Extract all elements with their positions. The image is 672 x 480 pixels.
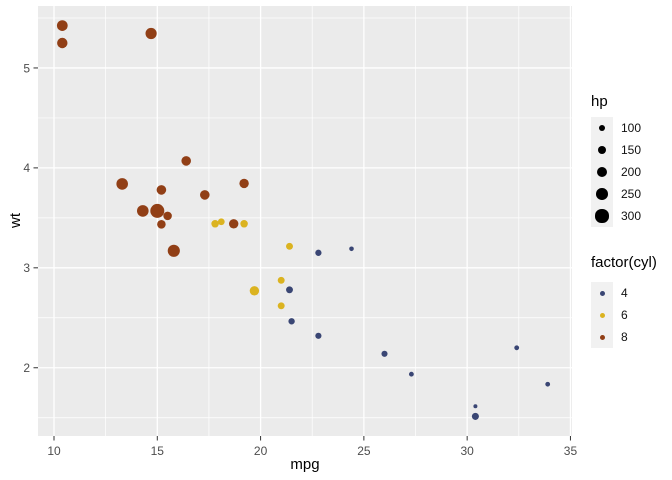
data-point <box>408 371 414 377</box>
data-point <box>249 286 260 296</box>
x-axis-title: mpg <box>290 456 320 473</box>
legend-key <box>591 304 613 326</box>
data-point <box>240 220 248 228</box>
color-legend-keys: 4 6 8 <box>591 282 657 348</box>
color-key-label: 8 <box>621 330 628 344</box>
y-tick-label: 2 <box>23 361 30 375</box>
data-point <box>381 350 388 357</box>
size-legend-title: hp <box>591 93 608 110</box>
y-tick-label: 4 <box>23 161 30 175</box>
data-point <box>181 156 191 166</box>
size-key-dot-icon <box>598 124 606 132</box>
color-legend-key-row: 8 <box>591 326 657 348</box>
data-point <box>473 404 478 409</box>
data-points <box>56 20 551 420</box>
color-legend: factor(cyl) 4 6 8 <box>591 254 657 348</box>
data-point <box>349 246 354 252</box>
y-axis-title: wt <box>7 213 24 228</box>
x-tick-label: 10 <box>47 444 61 458</box>
size-key-dot-icon <box>597 145 607 155</box>
data-point <box>56 20 68 31</box>
size-legend-key-row: 150 <box>591 139 657 161</box>
data-point <box>545 381 551 387</box>
color-key-label: 4 <box>621 286 628 300</box>
data-point <box>286 242 293 250</box>
data-point <box>136 205 149 217</box>
data-point <box>157 220 166 229</box>
x-axis-ticks <box>53 436 571 441</box>
data-point <box>211 220 219 228</box>
size-key-label: 200 <box>621 165 642 179</box>
data-point <box>156 185 167 195</box>
minor-gridlines <box>38 6 572 436</box>
legend-key <box>591 326 613 348</box>
data-point <box>286 286 293 294</box>
data-point <box>471 412 479 420</box>
color-key-dot-icon <box>599 334 605 340</box>
data-point <box>277 302 285 310</box>
color-key-dot-icon <box>599 312 605 318</box>
plot-panel <box>38 6 572 436</box>
data-point <box>288 318 295 325</box>
y-tick-label: 5 <box>23 61 30 75</box>
size-key-dot-icon <box>596 166 608 178</box>
size-key-dot-icon <box>596 188 608 200</box>
data-point <box>116 178 129 190</box>
x-tick-label: 30 <box>460 444 474 458</box>
data-point <box>150 203 165 218</box>
size-key-dot-icon <box>595 209 609 223</box>
legend-key <box>591 282 613 304</box>
size-legend-key-row: 300 <box>591 205 657 227</box>
x-tick-label: 15 <box>151 444 165 458</box>
legend-key <box>591 139 613 161</box>
data-point <box>514 345 520 351</box>
data-point <box>167 244 180 257</box>
size-legend-key-row: 100 <box>591 117 657 139</box>
size-key-label: 100 <box>621 121 642 135</box>
size-key-label: 250 <box>621 187 642 201</box>
size-key-label: 150 <box>621 143 642 157</box>
y-axis-ticks <box>33 67 38 369</box>
legend-key <box>591 117 613 139</box>
size-legend-keys: 100 150 200 250 300 <box>591 117 657 227</box>
legend-key <box>591 161 613 183</box>
color-key-label: 6 <box>621 308 628 322</box>
color-legend-key-row: 6 <box>591 304 657 326</box>
data-point <box>163 211 172 221</box>
data-point <box>57 37 68 49</box>
color-key-dot-icon <box>599 290 605 296</box>
data-point <box>239 178 249 189</box>
x-tick-label: 35 <box>564 444 578 458</box>
x-axis-tick-labels: 10 15 20 25 30 35 <box>47 444 577 458</box>
color-legend-key-row: 4 <box>591 282 657 304</box>
y-tick-label: 3 <box>23 261 30 275</box>
legend-key <box>591 205 613 227</box>
data-point <box>277 276 285 284</box>
data-point <box>315 332 322 339</box>
major-gridlines <box>38 6 572 436</box>
data-point <box>315 249 322 256</box>
legend: hp 100 150 200 250 300 factor(cyl) 4 6 8 <box>591 93 657 348</box>
size-legend-key-row: 250 <box>591 183 657 205</box>
x-tick-label: 20 <box>254 444 268 458</box>
size-legend: hp 100 150 200 250 300 <box>591 93 657 227</box>
data-point <box>228 219 239 229</box>
y-axis-tick-labels: 2 3 4 5 <box>23 61 30 375</box>
color-legend-title: factor(cyl) <box>591 254 657 271</box>
size-legend-key-row: 200 <box>591 161 657 183</box>
data-point <box>217 218 225 226</box>
data-point <box>145 27 157 40</box>
legend-key <box>591 183 613 205</box>
x-tick-label: 25 <box>357 444 371 458</box>
size-key-label: 300 <box>621 209 642 223</box>
data-point <box>200 190 210 200</box>
